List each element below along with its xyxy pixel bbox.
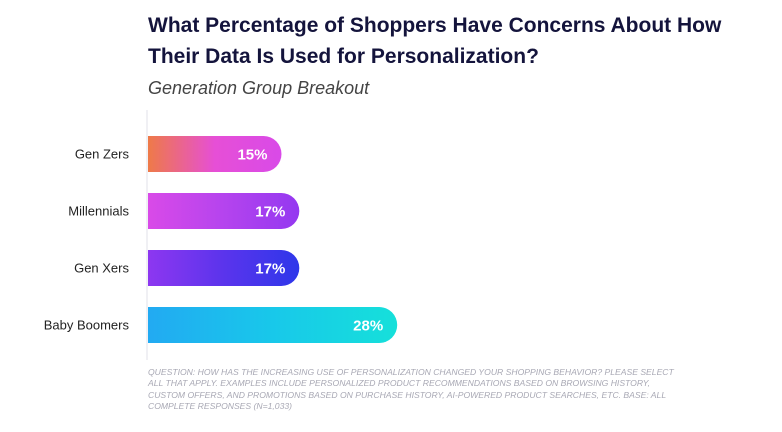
y-axis-line <box>146 110 148 360</box>
category-label: Gen Xers <box>74 261 129 276</box>
value-label: 28% <box>353 318 383 335</box>
chart-subtitle: Generation Group Breakout <box>148 78 370 98</box>
bar-gen-zers <box>148 136 282 172</box>
bar-gen-xers <box>148 250 300 286</box>
bar-millennials <box>148 193 300 229</box>
value-label: 17% <box>255 261 285 278</box>
category-label: Millennials <box>68 204 129 219</box>
category-label: Gen Zers <box>75 147 130 162</box>
value-label: 17% <box>255 204 285 221</box>
chart-footnote: QUESTION: HOW HAS THE INCREASING USE OF … <box>148 367 674 411</box>
value-label: 15% <box>237 147 267 164</box>
bar-baby-boomers <box>148 307 398 343</box>
chart-title: What Percentage of Shoppers Have Concern… <box>148 14 722 68</box>
category-label: Baby Boomers <box>44 318 130 333</box>
